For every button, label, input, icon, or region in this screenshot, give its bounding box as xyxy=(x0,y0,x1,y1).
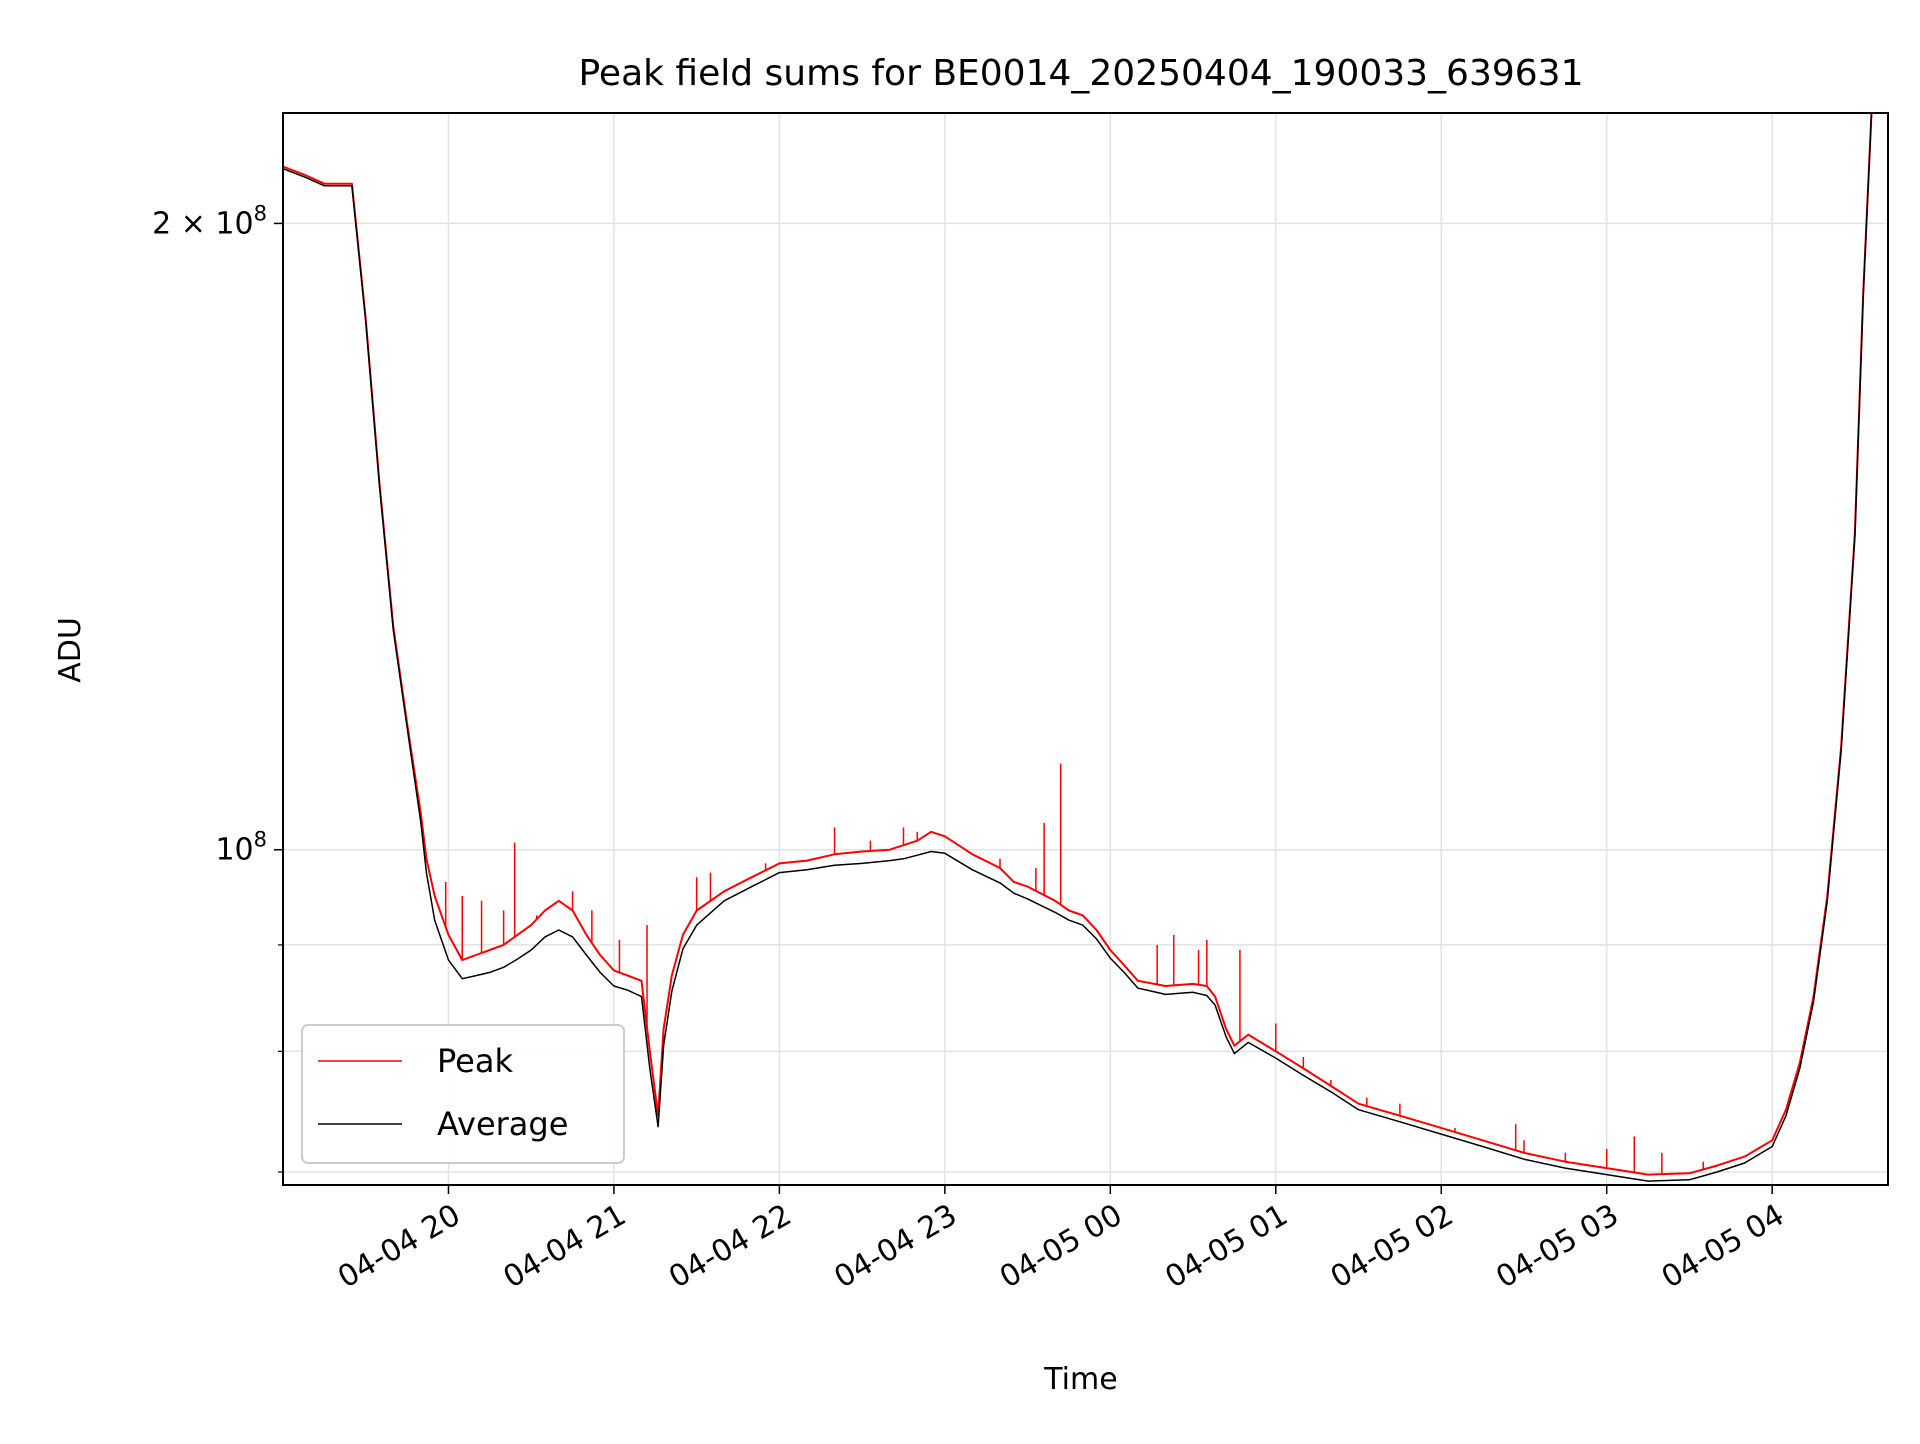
y-tick-label: 108 xyxy=(215,828,267,868)
legend-average-label: Average xyxy=(437,1105,568,1143)
chart-title: Peak field sums for BE0014_20250404_1900… xyxy=(579,53,1584,94)
plot-area xyxy=(283,113,1873,1182)
grid-lines xyxy=(283,113,1888,1185)
legend-frame xyxy=(301,1024,625,1164)
legend: Peak Average xyxy=(301,1024,625,1164)
x-axis-label: Time xyxy=(1043,1362,1117,1397)
plot-frame xyxy=(282,112,1889,1186)
y-axis-label: ADU xyxy=(53,617,88,683)
y-tick-label: 2 × 108 xyxy=(152,201,267,241)
series-layer xyxy=(283,113,1873,1182)
average-series-line xyxy=(283,113,1873,1182)
legend-peak-label: Peak xyxy=(437,1042,513,1080)
